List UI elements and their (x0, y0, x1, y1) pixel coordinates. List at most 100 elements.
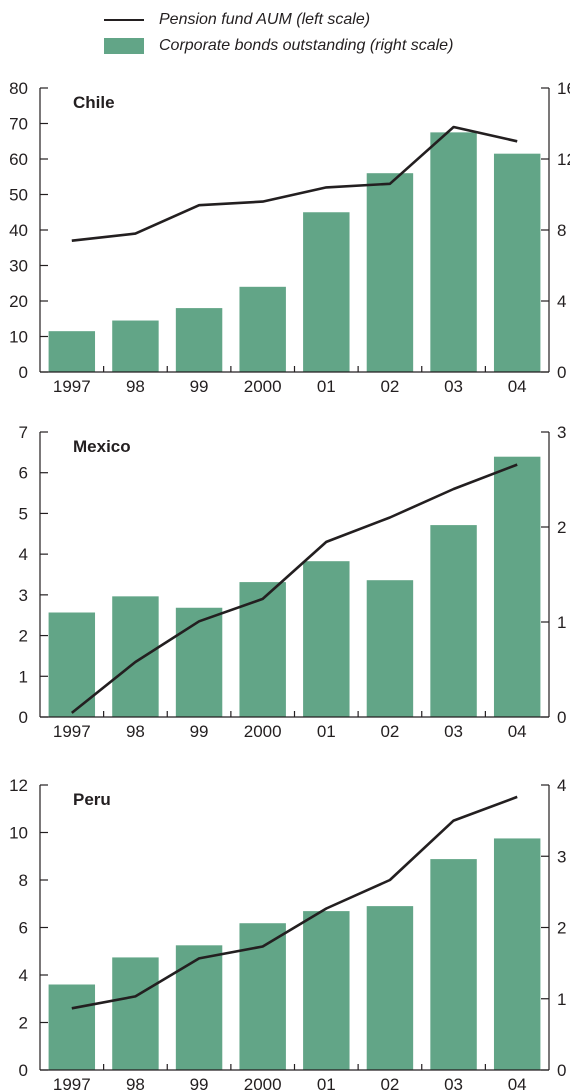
right-tick-label-peru: 3 (557, 847, 566, 866)
right-tick-label-peru: 1 (557, 990, 566, 1009)
left-tick-label-chile: 20 (9, 292, 28, 311)
left-tick-label-chile: 70 (9, 115, 28, 134)
bar-mexico-98 (112, 596, 159, 717)
left-tick-label-chile: 80 (9, 79, 28, 98)
line-series-chile (71, 125, 518, 242)
left-tick-label-chile: 0 (19, 363, 28, 382)
x-tick-label-peru-02: 02 (380, 1075, 399, 1092)
bar-mexico-03 (430, 525, 477, 717)
x-tick-label-mexico-03: 03 (444, 722, 463, 741)
left-tick-label-mexico: 7 (19, 423, 28, 442)
legend-label-corporate-bonds: Corporate bonds outstanding (right scale… (159, 37, 454, 54)
right-tick-label-chile: 4 (557, 292, 566, 311)
panel-title-peru: Peru (73, 790, 111, 809)
legend-item-pension-aum: Pension fund AUM (left scale) (104, 10, 370, 30)
x-tick-label-chile-2000: 2000 (244, 377, 282, 396)
right-tick-label-chile: 12 (557, 150, 570, 169)
right-tick-label-chile: 0 (557, 363, 566, 382)
left-tick-label-peru: 6 (19, 919, 28, 938)
panel-title-chile: Chile (73, 93, 115, 112)
right-tick-label-chile: 8 (557, 221, 566, 240)
right-tick-label-peru: 4 (557, 776, 566, 795)
right-tick-label-mexico: 1 (557, 613, 566, 632)
x-tick-label-mexico-98: 98 (126, 722, 145, 741)
left-tick-label-peru: 2 (19, 1014, 28, 1033)
legend-line-swatch (104, 19, 144, 21)
bar-mexico-02 (366, 580, 414, 717)
bar-mexico-04 (493, 456, 541, 717)
left-tick-label-peru: 12 (9, 776, 28, 795)
x-tick-label-peru-1997: 1997 (53, 1075, 91, 1092)
x-tick-label-peru-98: 98 (126, 1075, 145, 1092)
x-tick-label-mexico-02: 02 (380, 722, 399, 741)
right-tick-label-chile: 16 (557, 79, 570, 98)
bar-chile-01 (303, 212, 350, 372)
x-tick-label-chile-98: 98 (126, 377, 145, 396)
bar-chile-03 (430, 132, 477, 372)
left-tick-label-chile: 40 (9, 221, 28, 240)
x-tick-label-mexico-1997: 1997 (53, 722, 91, 741)
x-tick-label-chile-99: 99 (190, 377, 209, 396)
bar-mexico-2000 (239, 582, 286, 717)
chart-panel-chile: 0102030405060708004812161997989920000102… (9, 79, 570, 396)
bar-peru-98 (112, 957, 159, 1070)
bar-peru-03 (430, 859, 477, 1070)
x-tick-label-chile-03: 03 (444, 377, 463, 396)
left-tick-label-peru: 10 (9, 824, 28, 843)
left-tick-label-mexico: 1 (19, 667, 28, 686)
left-tick-label-mexico: 6 (19, 464, 28, 483)
bar-peru-01 (303, 911, 350, 1070)
bar-chile-1997 (48, 331, 96, 372)
bar-peru-99 (175, 945, 223, 1070)
left-tick-label-mexico: 4 (19, 545, 28, 564)
bar-chile-99 (175, 308, 223, 372)
left-tick-label-chile: 10 (9, 328, 28, 347)
legend-label-pension-aum: Pension fund AUM (left scale) (159, 11, 371, 28)
chart-legend: Pension fund AUM (left scale) Corporate … (0, 0, 570, 70)
x-tick-label-chile-01: 01 (317, 377, 336, 396)
left-tick-label-peru: 0 (19, 1061, 28, 1080)
legend-item-corporate-bonds: Corporate bonds outstanding (right scale… (104, 36, 453, 56)
x-tick-label-peru-2000: 2000 (244, 1075, 282, 1092)
bar-chile-2000 (239, 286, 286, 372)
left-tick-label-peru: 4 (19, 966, 28, 985)
right-tick-label-mexico: 2 (557, 518, 566, 537)
right-tick-label-peru: 0 (557, 1061, 566, 1080)
x-tick-label-mexico-01: 01 (317, 722, 336, 741)
line-series-peru (71, 795, 518, 1010)
legend-bar-swatch (104, 38, 144, 54)
left-tick-label-chile: 50 (9, 186, 28, 205)
panel-title-mexico: Mexico (73, 437, 131, 456)
right-tick-label-peru: 2 (557, 919, 566, 938)
x-tick-label-mexico-99: 99 (190, 722, 209, 741)
x-tick-label-chile-1997: 1997 (53, 377, 91, 396)
left-tick-label-mexico: 5 (19, 504, 28, 523)
bar-peru-04 (493, 838, 541, 1070)
bar-chile-98 (112, 320, 159, 372)
bar-mexico-01 (303, 561, 350, 717)
x-tick-label-peru-04: 04 (508, 1075, 527, 1092)
right-tick-label-mexico: 3 (557, 423, 566, 442)
left-tick-label-mexico: 0 (19, 708, 28, 727)
right-tick-label-mexico: 0 (557, 708, 566, 727)
x-tick-label-mexico-2000: 2000 (244, 722, 282, 741)
left-tick-label-mexico: 3 (19, 586, 28, 605)
x-tick-label-chile-02: 02 (380, 377, 399, 396)
x-tick-label-peru-03: 03 (444, 1075, 463, 1092)
x-tick-label-peru-99: 99 (190, 1075, 209, 1092)
line-series-mexico (70, 463, 518, 714)
x-tick-label-peru-01: 01 (317, 1075, 336, 1092)
bar-mexico-99 (175, 607, 223, 717)
x-tick-label-chile-04: 04 (508, 377, 527, 396)
bar-chile-02 (366, 173, 414, 372)
left-tick-label-chile: 30 (9, 257, 28, 276)
left-tick-label-mexico: 2 (19, 627, 28, 646)
left-tick-label-chile: 60 (9, 150, 28, 169)
left-tick-label-peru: 8 (19, 871, 28, 890)
bar-peru-02 (366, 906, 414, 1070)
x-tick-label-mexico-04: 04 (508, 722, 527, 741)
bar-chile-04 (493, 153, 541, 372)
